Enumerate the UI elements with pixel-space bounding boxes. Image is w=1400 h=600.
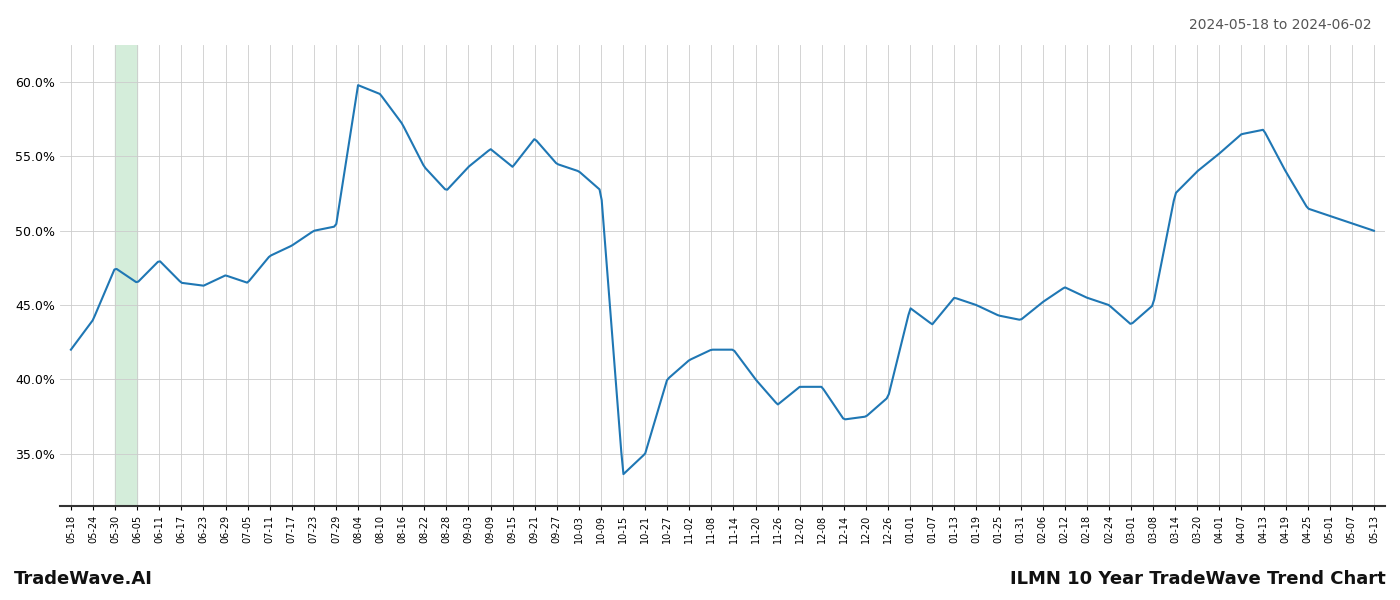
Text: ILMN 10 Year TradeWave Trend Chart: ILMN 10 Year TradeWave Trend Chart [1011, 570, 1386, 588]
Text: TradeWave.AI: TradeWave.AI [14, 570, 153, 588]
Text: 2024-05-18 to 2024-06-02: 2024-05-18 to 2024-06-02 [1190, 18, 1372, 32]
Bar [115, 45, 137, 506]
